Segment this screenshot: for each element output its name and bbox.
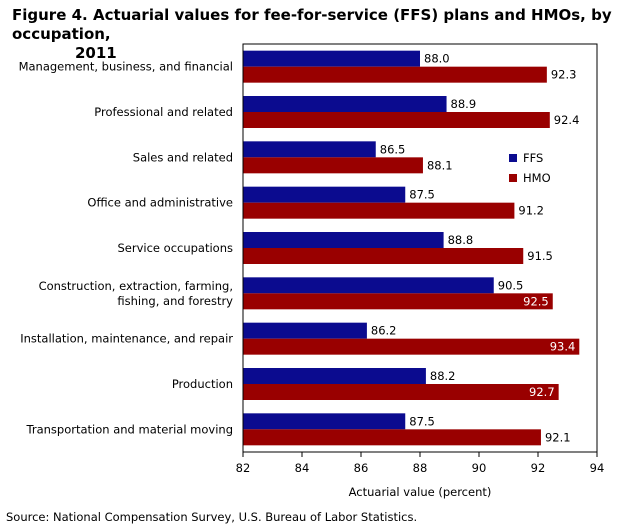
hmo-bar: [243, 157, 423, 174]
hmo-data-label: 92.7: [529, 385, 555, 399]
hmo-legend-label: HMO: [523, 171, 551, 185]
category-label: Transportation and material moving: [26, 422, 233, 436]
ffs-data-label: 87.5: [409, 414, 435, 428]
category-label: Management, business, and financial: [19, 60, 233, 74]
hmo-data-label: 92.4: [554, 113, 580, 127]
chart-title: Figure 4. Actuarial values for fee-for-s…: [12, 6, 612, 63]
ffs-bar: [243, 232, 444, 248]
ffs-bar: [243, 413, 406, 430]
category-label: Construction, extraction, farming,: [39, 279, 233, 293]
ffs-bar: [243, 322, 367, 339]
hmo-bar: [243, 66, 547, 83]
category-label: Sales and related: [133, 150, 233, 164]
ffs-data-label: 88.9: [451, 97, 477, 111]
hmo-data-label: 93.4: [550, 340, 576, 354]
hmo-data-label: 88.1: [427, 158, 453, 172]
ffs-data-label: 90.5: [498, 278, 524, 292]
ffs-data-label: 88.8: [448, 233, 474, 247]
hmo-bar: [243, 384, 559, 400]
category-label: Professional and related: [94, 105, 233, 119]
ffs-data-label: 86.2: [371, 324, 397, 338]
x-tick-label: 84: [295, 461, 310, 475]
hmo-bar: [243, 112, 550, 128]
ffs-bar: [243, 277, 494, 294]
category-label: fishing, and forestry: [117, 294, 233, 308]
category-label: Installation, maintenance, and repair: [20, 332, 233, 346]
x-tick-label: 90: [472, 461, 487, 475]
hmo-legend-swatch: [509, 174, 517, 182]
hmo-data-label: 91.5: [527, 249, 553, 263]
hmo-bar: [243, 293, 553, 310]
hmo-data-label: 92.1: [545, 430, 571, 444]
ffs-data-label: 88.2: [430, 369, 456, 383]
source-note: Source: National Compensation Survey, U.…: [6, 510, 418, 524]
x-tick-label: 86: [354, 461, 369, 475]
ffs-bar: [243, 50, 420, 67]
hmo-bar: [243, 338, 580, 355]
ffs-legend-swatch: [509, 154, 517, 162]
chart-title-line-1: Figure 4. Actuarial values for fee-for-s…: [12, 6, 612, 43]
x-tick-label: 92: [531, 461, 546, 475]
hmo-bar: [243, 429, 541, 446]
x-tick-label: 88: [413, 461, 428, 475]
ffs-legend-label: FFS: [523, 151, 543, 165]
hmo-bar: [243, 248, 524, 264]
category-label: Office and administrative: [87, 196, 233, 210]
category-label: Production: [172, 377, 233, 391]
category-label: Service occupations: [118, 241, 234, 255]
ffs-bar: [243, 96, 447, 112]
chart-title-line-2: 2011: [75, 44, 117, 62]
hmo-data-label: 92.3: [551, 68, 577, 82]
hmo-bar: [243, 202, 515, 219]
ffs-data-label: 88.0: [424, 52, 450, 66]
x-tick-label: 82: [236, 461, 251, 475]
ffs-data-label: 86.5: [380, 142, 406, 156]
x-axis-label: Actuarial value (percent): [349, 485, 492, 499]
hmo-data-label: 91.2: [518, 204, 544, 218]
ffs-bar: [243, 368, 426, 384]
x-tick-label: 94: [590, 461, 605, 475]
ffs-bar: [243, 186, 406, 203]
ffs-bar: [243, 141, 376, 158]
hmo-data-label: 92.5: [523, 294, 549, 308]
ffs-data-label: 87.5: [409, 188, 435, 202]
